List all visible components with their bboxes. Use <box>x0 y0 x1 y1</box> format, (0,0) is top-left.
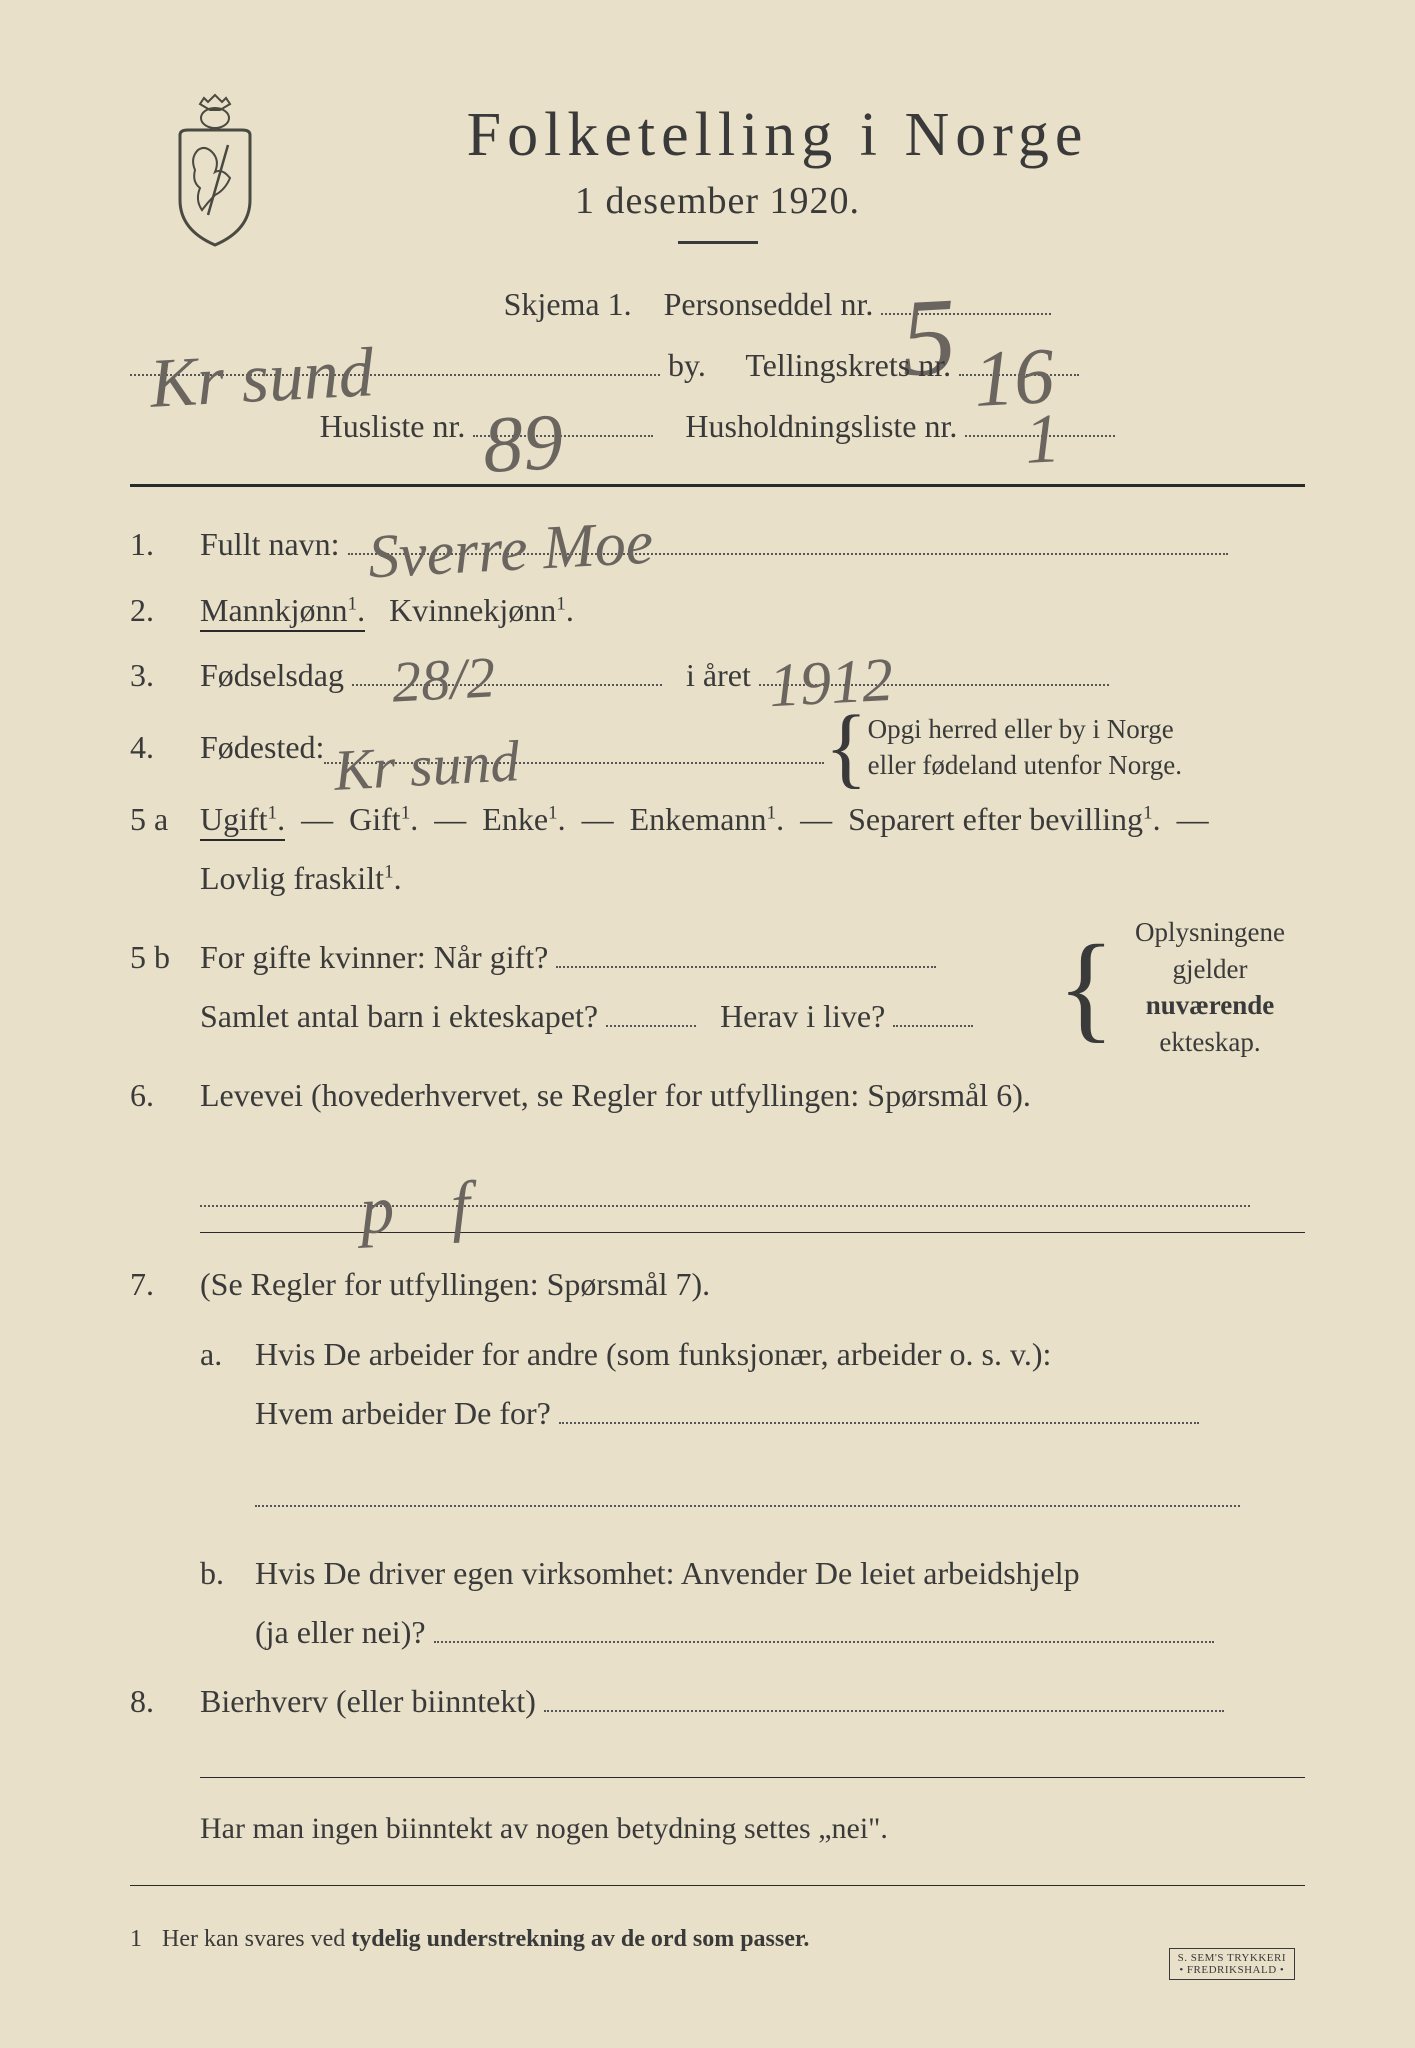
q5a-opt-0: Ugift1. <box>200 801 285 841</box>
meta-row-3: Husliste nr. 89 Husholdningsliste nr. 1 <box>130 396 1305 457</box>
q5a-opt-3: Enkemann1. <box>630 801 784 837</box>
husholdning-field: 1 <box>965 403 1115 437</box>
q5a-opt-4: Separert efter bevilling1. <box>848 801 1161 837</box>
title-divider <box>678 241 758 244</box>
question-2: 2. Mannkjønn1. Kvinnekjønn1. <box>130 581 1305 640</box>
q5b-barn-field <box>606 993 696 1027</box>
q4-num: 4. <box>130 729 200 766</box>
question-3: 3. Fødselsdag 28/2 i året 1912 <box>130 646 1305 705</box>
q7b-num: b. <box>200 1544 255 1662</box>
skjema-label: Skjema 1. <box>504 286 632 322</box>
q1-num: 1. <box>130 526 200 563</box>
q7-num: 7. <box>130 1266 200 1303</box>
q7b-field <box>434 1609 1214 1643</box>
q6-value: p f <box>357 1142 493 1274</box>
q5a-opt-5: Lovlig fraskilt1. <box>200 860 402 896</box>
footnote-num: 1 <box>130 1926 142 1953</box>
question-5b: 5 b For gifte kvinner: Når gift? Samlet … <box>130 914 1305 1060</box>
q5b-line1: For gifte kvinner: Når gift? <box>200 939 548 975</box>
meta-row-2: Kr sund by. Tellingskrets nr. 16 <box>130 335 1305 396</box>
husholdning-label: Husholdningsliste nr. <box>685 408 957 444</box>
q7a-field <box>559 1390 1199 1424</box>
q7b-line2: (ja eller nei)? <box>255 1614 426 1650</box>
tellingskrets-field: 16 <box>959 342 1079 376</box>
q3-num: 3. <box>130 657 200 694</box>
q7a-num: a. <box>200 1325 255 1527</box>
husliste-field: 89 <box>473 403 653 437</box>
form-title: Folketelling i Norge <box>250 100 1305 171</box>
q5b-live-field <box>893 993 973 1027</box>
by-label: by. <box>668 347 706 383</box>
q4-value: Kr sund <box>332 708 523 825</box>
q3-day-field: 28/2 <box>352 652 662 686</box>
q5a-num: 5 a <box>130 801 200 838</box>
husholdning-value: 1 <box>1022 372 1064 507</box>
q1-label: Fullt navn: <box>200 526 340 562</box>
section-divider <box>130 484 1305 487</box>
q4-field: Kr sund <box>324 730 824 764</box>
q1-value: Sverre Moe <box>365 486 656 615</box>
question-1: 1. Fullt navn: Sverre Moe <box>130 515 1305 574</box>
footnote: 1 Her kan svares ved tydelig understrekn… <box>130 1926 1305 1953</box>
brace-icon: { <box>824 725 867 770</box>
q5b-line2a: Samlet antal barn i ekteskapet? <box>200 998 598 1034</box>
q6-field: p f <box>200 1155 1250 1207</box>
q3-label-year: i året <box>686 657 751 693</box>
printer-mark: S. SEM'S TRYKKERI • FREDRIKSHALD • <box>1169 1948 1295 1980</box>
q3-year-field: 1912 <box>759 652 1109 686</box>
q6-num: 6. <box>130 1077 200 1114</box>
question-6: 6. Levevei (hovederhvervet, se Regler fo… <box>130 1066 1305 1226</box>
q6-label: Levevei (hovederhvervet, se Regler for u… <box>200 1077 1031 1113</box>
q5b-line2b: Herav i live? <box>720 998 885 1034</box>
brace-icon: { <box>1057 957 1115 1017</box>
q1-field: Sverre Moe <box>348 521 1228 555</box>
q7a-line2: Hvem arbeider De for? <box>255 1395 551 1431</box>
q7b-line1: Hvis De driver egen virksomhet: Anvender… <box>255 1555 1080 1591</box>
census-form-page: Folketelling i Norge 1 desember 1920. Sk… <box>0 0 1415 2048</box>
husliste-label: Husliste nr. <box>320 408 466 444</box>
q8-num: 8. <box>130 1683 200 1720</box>
meta-row-1: Skjema 1. Personseddel nr. 5 <box>250 274 1305 335</box>
question-7: 7. (Se Regler for utfyllingen: Spørsmål … <box>130 1255 1305 1662</box>
footnote-text: Her kan svares ved tydelig understreknin… <box>162 1926 809 1953</box>
q5b-gift-field <box>556 934 936 968</box>
q5b-num: 5 b <box>130 939 200 976</box>
tellingskrets-label: Tellingskrets nr. <box>745 347 951 383</box>
q5b-note: Oplysningene gjelder nuværende ekteskap. <box>1115 914 1305 1060</box>
q8-field <box>544 1678 1224 1712</box>
question-8: 8. Bierhverv (eller biinntekt) <box>130 1672 1305 1731</box>
q7a-field2 <box>255 1473 1240 1507</box>
q4-note: Opgi herred eller by i Norge eller fødel… <box>868 711 1182 784</box>
q3-label-day: Fødselsdag <box>200 657 344 693</box>
q8-underline <box>200 1777 1305 1778</box>
q4-label: Fødested: <box>200 718 324 777</box>
question-5a: 5 a Ugift1. — Gift1. — Enke1. — Enkemann… <box>130 790 1305 908</box>
q2-num: 2. <box>130 592 200 629</box>
by-field: Kr sund <box>130 342 660 376</box>
coat-of-arms-icon <box>160 90 270 250</box>
q8-label: Bierhverv (eller biinntekt) <box>200 1683 536 1719</box>
q7-intro: (Se Regler for utfyllingen: Spørsmål 7). <box>200 1266 710 1302</box>
q7a-line1: Hvis De arbeider for andre (som funksjon… <box>255 1336 1051 1372</box>
form-header: Folketelling i Norge 1 desember 1920. <box>130 100 1305 244</box>
q2-opt-mann: Mannkjønn1. <box>200 592 365 632</box>
footer-divider <box>130 1885 1305 1886</box>
form-subtitle: 1 desember 1920. <box>130 179 1305 223</box>
personseddel-label: Personseddel nr. <box>664 286 874 322</box>
question-4: 4. Fødested: Kr sund { Opgi herred eller… <box>130 711 1305 784</box>
closing-note: Har man ingen biinntekt av nogen betydni… <box>200 1800 1305 1857</box>
